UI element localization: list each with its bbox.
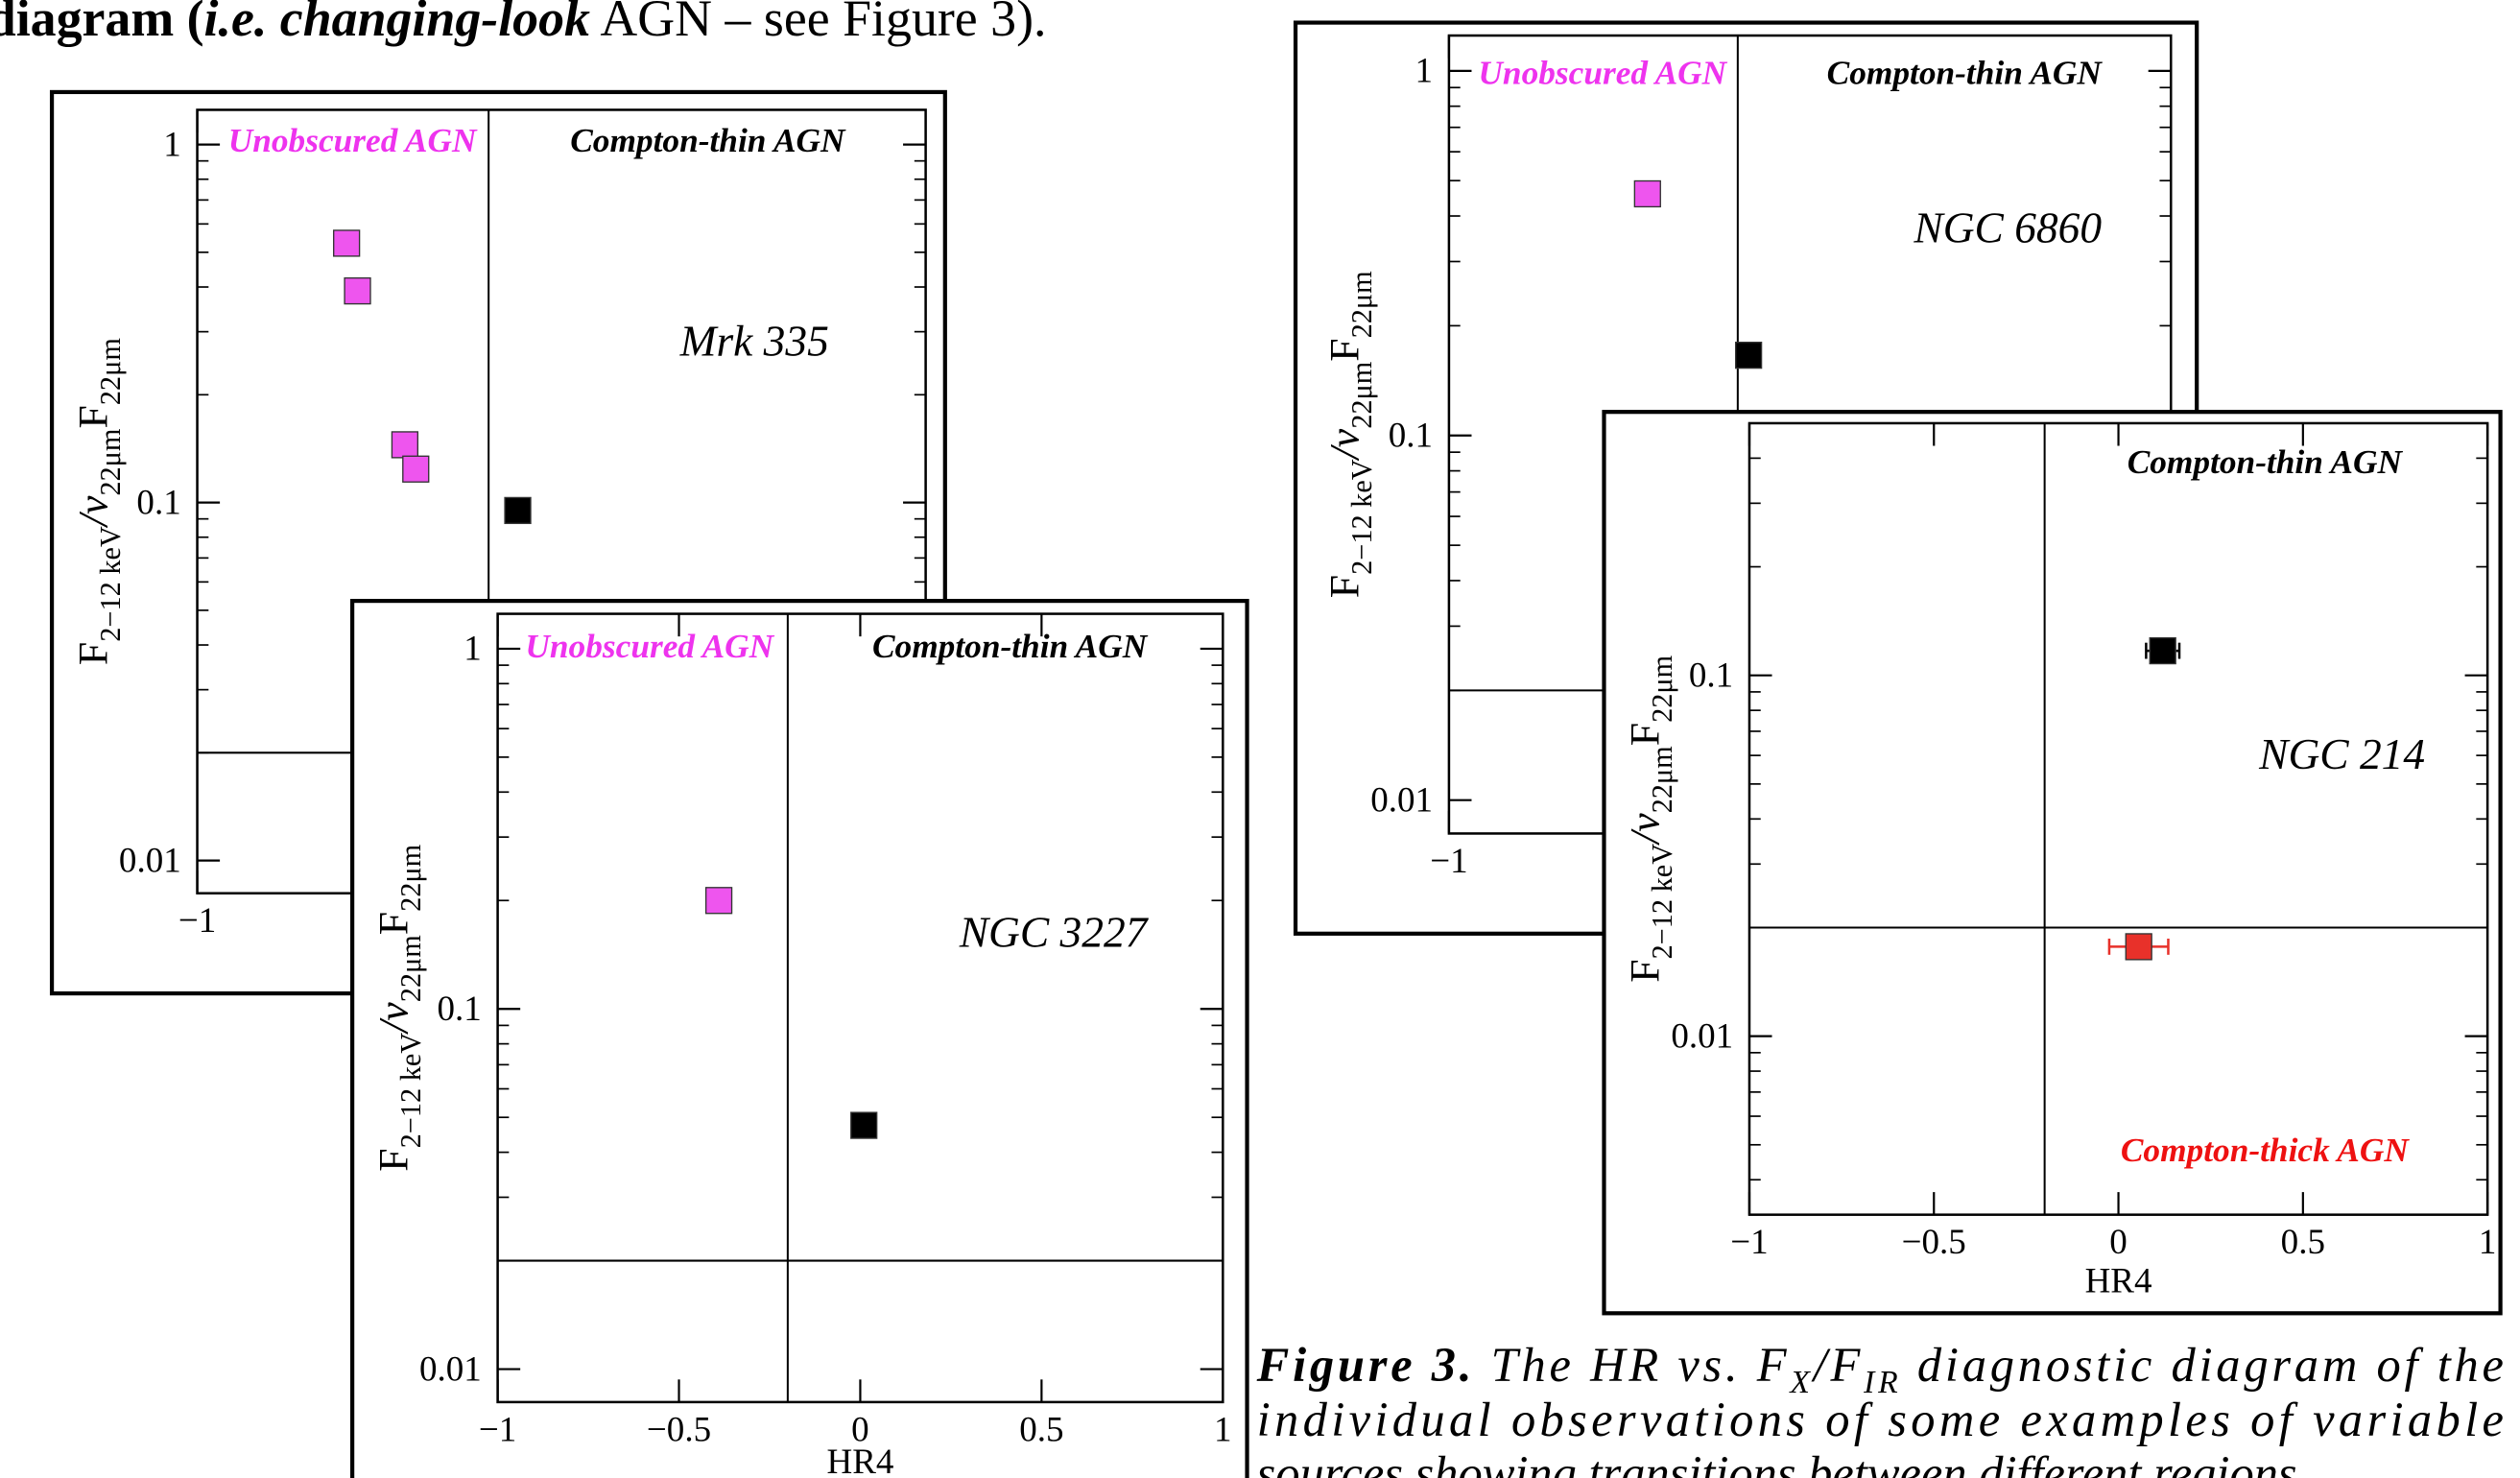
y-tick-label: 1 [163, 125, 181, 164]
body-text-fragment: diagram (i.e. changing-look AGN – see Fi… [0, 0, 1046, 47]
region-label: Compton-thin AGN [570, 122, 846, 159]
x-tick-label: 0.5 [2281, 1223, 2325, 1262]
y-axis-label-part: 22μm [94, 428, 127, 496]
x-tick-label: −1 [479, 1410, 516, 1449]
caption-text: /F [1811, 1338, 1862, 1392]
y-axis-label: F2−12 keV/ν22μmF22μm [370, 844, 426, 1171]
y-axis-label-part: 22μm [1646, 746, 1678, 814]
y-axis-label-part: F [370, 1148, 416, 1171]
x-axis-label: HR4 [826, 1442, 893, 1478]
y-tick-label: 1 [464, 630, 482, 669]
data-point [850, 1111, 878, 1139]
y-axis-label-part: 2−12 keV [394, 1033, 427, 1149]
data-point [2149, 636, 2176, 665]
y-axis-label: F2−12 keV/ν22μmF22μm [70, 338, 126, 665]
region-label: Compton-thin AGN [1827, 55, 2104, 92]
y-axis-label: F2−12 keV/ν22μmF22μm [1623, 655, 1678, 982]
region-label: Compton-thick AGN [2121, 1132, 2410, 1169]
x-tick-label: −1 [1430, 842, 1467, 881]
region-label: Compton-thin AGN [872, 628, 1149, 665]
x-tick-label: −1 [178, 901, 216, 941]
data-point [1734, 342, 1763, 370]
caption-text: The HR vs. F [1491, 1338, 1788, 1392]
data-point [402, 455, 430, 483]
x-tick-label: 0 [851, 1410, 869, 1449]
y-axis-label-part: F [370, 912, 416, 935]
caption-text: X [1788, 1365, 1811, 1400]
data-point [704, 887, 733, 915]
y-axis-label-part: F [1623, 959, 1669, 982]
caption-text: diagnostic diagram of the [1902, 1338, 2504, 1392]
y-axis-label-part: F [1623, 723, 1669, 746]
y-axis-label-part: 2−12 keV [1345, 459, 1378, 575]
data-point [2125, 933, 2152, 961]
region-label: Unobscured AGN [1478, 55, 1727, 92]
y-tick-label: 0.1 [437, 989, 481, 1029]
y-axis-label-part: 22μm [1646, 655, 1678, 723]
panel-frame [350, 598, 1249, 1478]
y-axis-label-part: 22μm [1345, 271, 1378, 339]
caption-line: sources showing transitions between diff… [1257, 1446, 2310, 1478]
data-point [333, 229, 361, 257]
caption-space [1475, 1338, 1487, 1392]
y-axis-label: F2−12 keV/ν22μmF22μm [1322, 271, 1378, 598]
region-label: Compton-thin AGN [2128, 443, 2404, 481]
x-tick-label: −1 [1730, 1223, 1768, 1262]
caption-line: individual observations of some examples… [1257, 1393, 2504, 1446]
caption-label: Figure 3. [1256, 1338, 1472, 1392]
caption-text: individual observations of some examples… [1257, 1393, 2504, 1446]
x-tick-label: 0 [2109, 1223, 2128, 1262]
y-axis-label-part: 2−12 keV [94, 526, 127, 642]
y-tick-label: 0.01 [1370, 780, 1433, 820]
y-tick-label: 0.1 [1689, 656, 1733, 695]
text-run: i.e. changing-look [204, 0, 590, 47]
y-tick-label: 0.01 [119, 841, 181, 880]
y-axis-label-part: /ν [1322, 428, 1368, 462]
y-tick-label: 0.01 [1671, 1016, 1733, 1056]
x-tick-label: 0.5 [1019, 1410, 1063, 1449]
caption-text: sources showing transitions between diff… [1257, 1446, 2310, 1478]
y-axis-label-part: F [70, 405, 116, 428]
source-name: Mrk 335 [679, 317, 829, 365]
y-axis-label-part: F [1322, 575, 1368, 598]
x-tick-label: 1 [1214, 1410, 1232, 1449]
source-name: NGC 214 [2258, 730, 2425, 778]
x-tick-label: −0.5 [1902, 1223, 1966, 1262]
y-axis-label-part: F [1322, 338, 1368, 361]
y-tick-label: 0.1 [1389, 417, 1433, 456]
y-tick-label: 0.1 [136, 483, 180, 522]
data-point [504, 496, 532, 525]
caption-text: IR [1863, 1365, 1898, 1400]
y-axis-label-part: 22μm [94, 338, 127, 406]
x-axis-label: HR4 [2085, 1261, 2152, 1300]
data-point [344, 276, 371, 305]
text-run: diagram ( [0, 0, 204, 47]
region-label: Unobscured AGN [525, 628, 774, 665]
x-tick-label: 1 [2479, 1223, 2497, 1262]
y-tick-label: 1 [1415, 52, 1434, 91]
y-axis-label-part: /ν [70, 495, 116, 529]
source-name: NGC 3227 [959, 908, 1150, 956]
source-name: NGC 6860 [1913, 203, 2102, 251]
y-axis-label-part: /ν [1623, 813, 1669, 846]
data-point [1633, 179, 1661, 208]
y-axis-label-part: 22μm [394, 935, 427, 1003]
y-tick-label: 0.01 [419, 1349, 482, 1389]
y-axis-label-part: 2−12 keV [1646, 844, 1678, 960]
x-tick-label: −0.5 [647, 1410, 711, 1449]
y-axis-label-part: /ν [370, 1002, 416, 1036]
y-axis-label-part: 22μm [394, 844, 427, 912]
y-axis-label-part: 22μm [1345, 361, 1378, 429]
data-point [391, 431, 419, 459]
y-axis-label-part: F [70, 642, 116, 665]
text-run: AGN – see Figure 3). [590, 0, 1047, 47]
caption-line: Figure 3. The HR vs. F X/F IR diagnostic d… [1256, 1338, 2504, 1400]
panel-frame [1602, 410, 2503, 1316]
region-label: Unobscured AGN [228, 122, 478, 159]
